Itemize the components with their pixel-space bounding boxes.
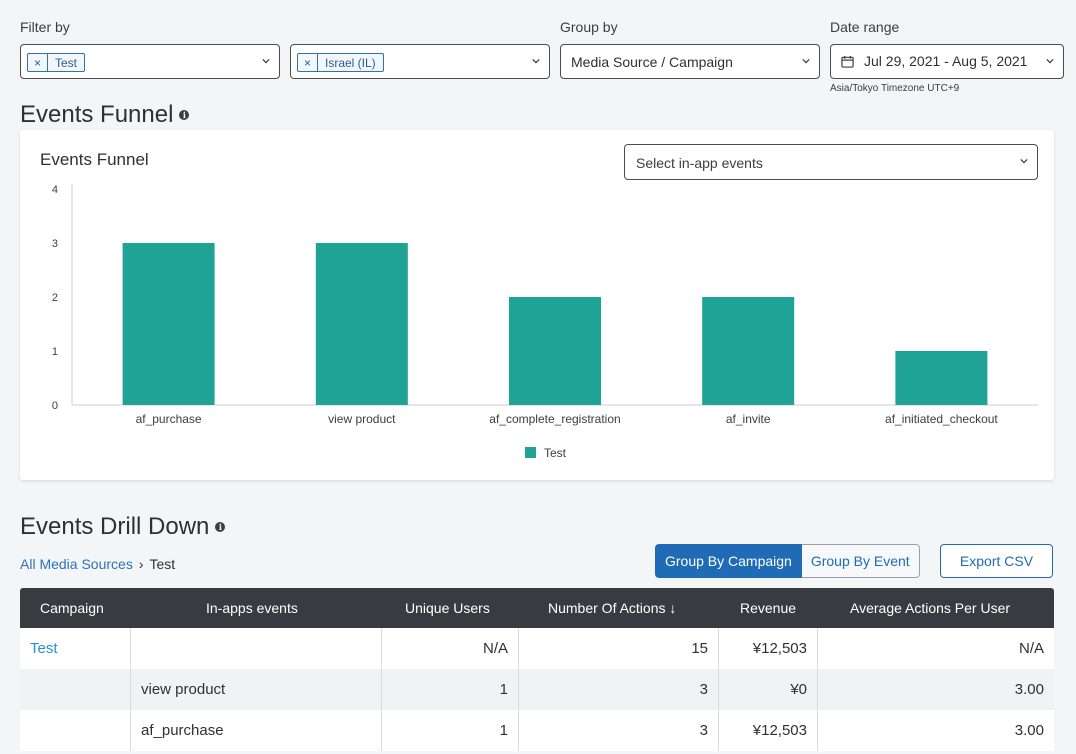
chip-remove-icon[interactable]: ×	[28, 54, 48, 71]
table-cell: ¥12,503	[719, 710, 818, 751]
timezone-label: Asia/Tokyo Timezone UTC+9	[830, 83, 960, 94]
table-cell: N/A	[1018, 640, 1044, 657]
table-cell: view product	[131, 669, 382, 710]
campaign-link[interactable]: Test	[20, 628, 131, 669]
chevron-down-icon[interactable]	[802, 57, 810, 65]
calendar-icon	[841, 55, 854, 68]
bar-af-complete-registration	[509, 297, 601, 405]
x-tick-label: view product	[328, 412, 396, 426]
y-tick-label: 4	[52, 184, 58, 196]
chart-title: Events Funnel	[40, 150, 149, 169]
group-by-label: Group by	[560, 19, 618, 35]
events-funnel-heading: Events Funnel i	[20, 101, 190, 129]
table-row: Test N/A 15 ¥12,503 N/A	[20, 628, 1054, 669]
table-cell	[131, 628, 382, 669]
drill-down-table: Campaign In-apps events Unique Users Num…	[20, 588, 1054, 751]
table-cell: af_purchase	[131, 710, 382, 751]
filter-select-country[interactable]: × Israel (IL)	[290, 44, 550, 79]
table-cell: 3	[519, 710, 719, 751]
legend-swatch	[525, 447, 536, 458]
column-header-campaign[interactable]: Campaign	[40, 600, 104, 616]
table-cell: 1	[382, 710, 519, 751]
chip-label: Test	[55, 55, 78, 70]
filter-chip-country: × Israel (IL)	[297, 53, 384, 72]
column-header-revenue[interactable]: Revenue	[740, 600, 797, 616]
table-cell: ¥0	[719, 669, 818, 710]
x-tick-label: af_initiated_checkout	[885, 412, 998, 426]
legend-label: Test	[544, 446, 567, 460]
group-by-campaign-button[interactable]: Group By Campaign	[655, 544, 802, 578]
table-cell	[20, 710, 131, 751]
info-icon[interactable]: i	[215, 522, 226, 532]
chevron-down-icon[interactable]	[1020, 157, 1028, 165]
table-cell: 3	[519, 669, 719, 710]
breadcrumb-current: Test	[149, 556, 176, 572]
table-row: view product 1 3 ¥0 3.00	[20, 669, 1054, 710]
table-cell: 15	[519, 628, 719, 669]
date-range-label: Date range	[830, 19, 900, 35]
chevron-down-icon[interactable]	[1046, 57, 1054, 65]
chevron-down-icon[interactable]	[532, 57, 540, 65]
y-tick-label: 2	[52, 292, 58, 304]
chevron-down-icon[interactable]	[262, 57, 270, 65]
in-app-events-select[interactable]: Select in-app events	[624, 144, 1038, 180]
x-tick-label: af_invite	[726, 412, 771, 426]
table-cell: ¥12,503	[719, 628, 818, 669]
group-by-select[interactable]: Media Source / Campaign	[560, 44, 820, 79]
section-title: Events Funnel	[20, 101, 174, 128]
breadcrumb-separator: ›	[138, 556, 144, 572]
table-cell: 3.00	[1014, 722, 1044, 739]
in-app-events-placeholder: Select in-app events	[636, 155, 763, 171]
x-tick-label: af_purchase	[136, 412, 202, 426]
table-cell: N/A	[382, 628, 519, 669]
table-cell: 3.00	[1014, 681, 1044, 698]
table-row: af_purchase 1 3 ¥12,503 3.00	[20, 710, 1054, 751]
bar-view-product	[315, 243, 408, 405]
column-header-in-app-events[interactable]: In-apps events	[206, 600, 298, 616]
table-cell	[20, 669, 131, 710]
chip-label: Israel (IL)	[325, 55, 376, 70]
group-by-value: Media Source / Campaign	[571, 54, 733, 70]
filter-select-media-source[interactable]: × Test	[20, 44, 280, 79]
bar-af-initiated-checkout	[895, 351, 988, 405]
chip-remove-icon[interactable]: ×	[298, 54, 318, 71]
table-header: Campaign In-apps events Unique Users Num…	[20, 588, 1054, 628]
y-tick-label: 0	[52, 400, 58, 412]
table-cell: 1	[382, 669, 519, 710]
filter-by-label: Filter by	[20, 19, 70, 35]
y-tick-label: 3	[52, 238, 58, 250]
breadcrumb: All Media Sources › Test	[20, 556, 175, 572]
info-icon[interactable]: i	[179, 110, 190, 120]
y-tick-label: 1	[52, 346, 58, 358]
column-header-number-of-actions[interactable]: Number Of Actions ↓	[548, 600, 677, 616]
group-toggle: Group By Campaign Group By Event	[655, 544, 920, 578]
filter-chip-test: × Test	[27, 53, 86, 72]
bar-af-purchase	[122, 243, 215, 405]
date-range-picker[interactable]: Jul 29, 2021 - Aug 5, 2021	[830, 44, 1064, 79]
x-tick-label: af_complete_registration	[489, 412, 620, 426]
breadcrumb-all-media-sources[interactable]: All Media Sources	[20, 556, 133, 572]
column-header-average-actions[interactable]: Average Actions Per User	[850, 600, 1011, 616]
date-range-value: Jul 29, 2021 - Aug 5, 2021	[864, 53, 1028, 69]
events-funnel-chart: 0 1 2 3 4 af_purchase view product af_complete_…	[52, 184, 1038, 460]
section-title: Events Drill Down	[20, 513, 210, 540]
export-csv-button[interactable]: Export CSV	[940, 544, 1053, 578]
events-funnel-card: Events Funnel Select in-app events 0 1 2 3 4…	[20, 130, 1054, 480]
bar-af-invite	[702, 297, 795, 405]
events-drill-down-heading: Events Drill Down i	[20, 513, 226, 541]
group-by-event-button[interactable]: Group By Event	[801, 544, 920, 578]
column-header-unique-users[interactable]: Unique Users	[405, 600, 490, 616]
